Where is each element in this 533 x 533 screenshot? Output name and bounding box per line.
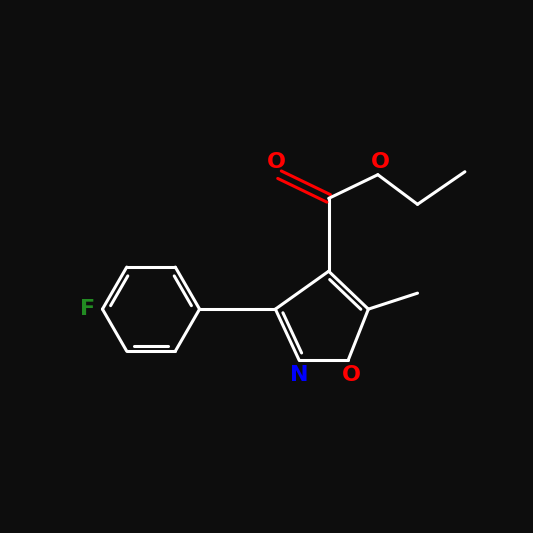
Text: O: O — [372, 152, 390, 172]
Text: N: N — [290, 365, 308, 385]
Text: O: O — [342, 365, 361, 385]
Text: F: F — [80, 299, 95, 319]
Text: O: O — [267, 152, 286, 172]
